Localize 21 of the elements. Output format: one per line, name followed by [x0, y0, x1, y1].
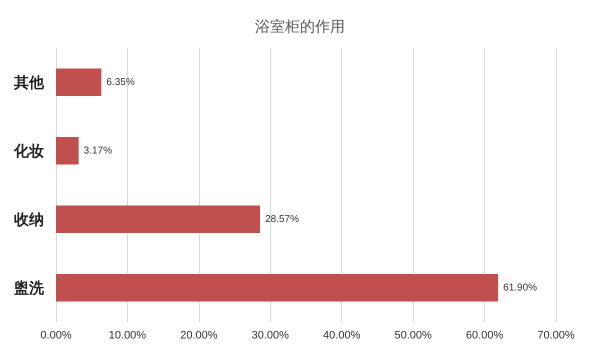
data-label: 61.90%	[503, 282, 538, 294]
y-tick-label: 盥洗	[14, 278, 45, 297]
bar	[56, 274, 498, 302]
y-tick-label: 化妆	[13, 142, 44, 160]
x-tick-label: 40.00%	[323, 330, 361, 342]
y-tick-label: 其他	[13, 73, 45, 92]
data-label: 6.35%	[106, 76, 135, 88]
bar	[56, 137, 79, 164]
chart-title: 浴室柜的作用	[255, 18, 345, 36]
x-tick-label: 60.00%	[466, 330, 504, 342]
data-label: 28.57%	[265, 214, 300, 225]
x-tick-label: 0.00%	[40, 330, 72, 342]
data-label: 3.17%	[84, 145, 112, 156]
bar	[56, 206, 260, 233]
bar	[56, 68, 102, 96]
x-tick-label: 70.00%	[537, 330, 575, 342]
x-tick-label: 30.00%	[252, 330, 290, 342]
x-tick-label: 20.00%	[180, 330, 218, 342]
y-tick-label: 收纳	[14, 210, 44, 228]
x-tick-label: 50.00%	[394, 330, 432, 342]
x-tick-label: 10.00%	[108, 330, 146, 342]
